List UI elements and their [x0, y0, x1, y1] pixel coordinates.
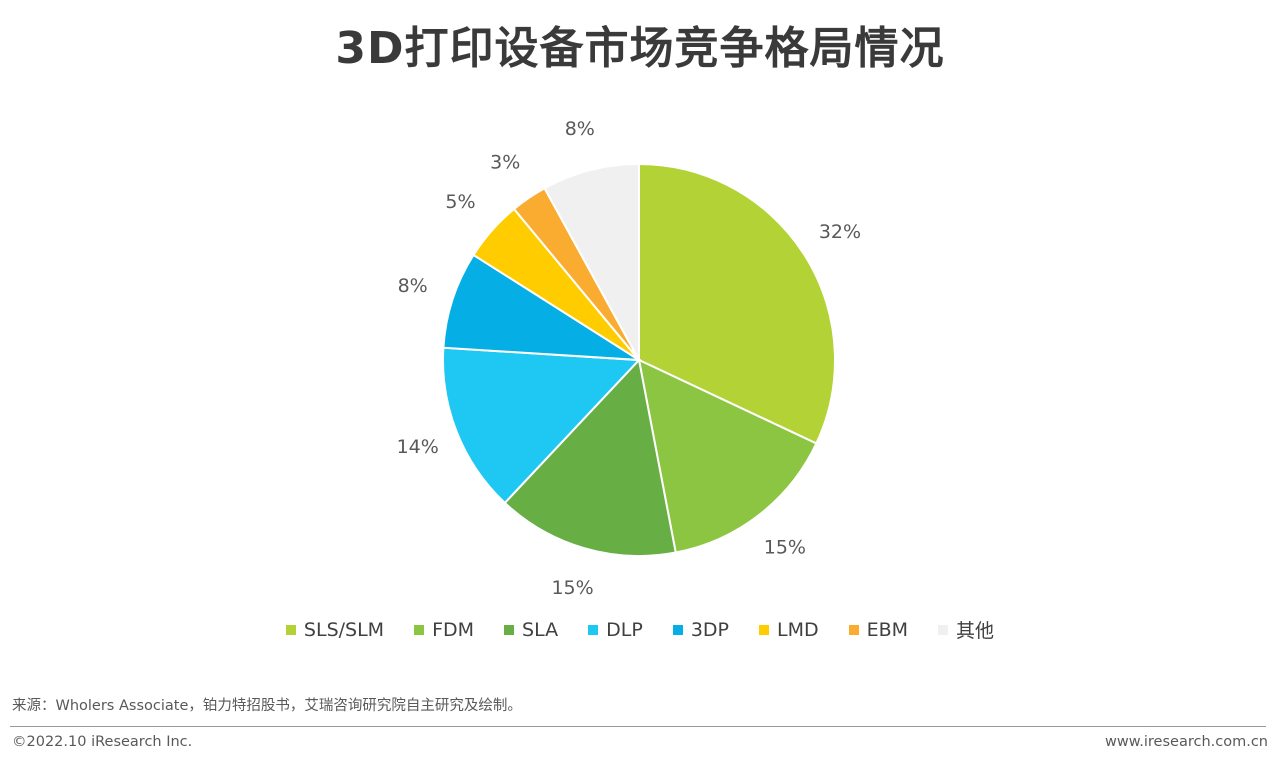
- slice-label-2: 15%: [551, 577, 593, 599]
- pie-slice-1: [637, 358, 818, 554]
- legend-item-4: 3DP: [672, 616, 729, 643]
- slice-label-5: 5%: [445, 191, 475, 213]
- legend-label: 其他: [956, 620, 995, 642]
- legend-swatch: [504, 624, 515, 635]
- legend-swatch: [938, 624, 949, 635]
- legend-label: EBM: [866, 618, 909, 641]
- pie-slice-4: [442, 253, 640, 361]
- legend-label: FDM: [432, 618, 475, 641]
- slice-label-1: 15%: [764, 537, 806, 559]
- pie-slice-0: [638, 162, 836, 445]
- legend-item-6: EBM: [848, 616, 909, 643]
- pie-slice-7: [543, 162, 640, 361]
- legend-label: SLA: [522, 618, 559, 641]
- slice-label-6: 3%: [490, 152, 520, 174]
- page-title: 3D打印设备市场竞争格局情况: [335, 23, 945, 74]
- footer-divider: [10, 726, 1266, 727]
- legend-swatch: [759, 624, 769, 635]
- legend-label: SLS/SLM: [303, 618, 385, 641]
- legend-swatch: [588, 624, 599, 635]
- legend-item-1: FDM: [414, 616, 474, 643]
- legend-swatch: [672, 624, 683, 635]
- copyright-text: ©2022.10 iResearch Inc.: [12, 734, 193, 750]
- pie-slice-2: [503, 357, 677, 557]
- legend-item-2: SLA: [504, 616, 558, 643]
- slice-label-0: 32%: [819, 221, 861, 243]
- legend-item-7: 其他: [938, 616, 994, 643]
- legend-label: LMD: [777, 618, 819, 641]
- slice-label-4: 8%: [398, 275, 428, 297]
- legend-item-5: LMD: [759, 616, 819, 643]
- pie-chart: 32% 15% 15% 14% 8% 5% 3% 8%: [397, 118, 861, 599]
- pie-slice-3: [442, 346, 642, 505]
- website-text: www.iresearch.com.cn: [1105, 734, 1268, 750]
- slice-label-3: 14%: [397, 436, 439, 458]
- legend-swatch: [285, 624, 296, 635]
- chart-legend: SLS/SLM FDM SLA DLP 3DP LMD EBM 其他: [0, 616, 1280, 643]
- legend-item-3: DLP: [588, 616, 643, 643]
- legend-label: DLP: [606, 618, 643, 641]
- legend-swatch: [414, 624, 425, 635]
- legend-swatch: [848, 624, 859, 635]
- source-note: 来源：Wholers Associate，铂力特招股书，艾瑞咨询研究院自主研究及…: [12, 698, 522, 714]
- legend-item-0: SLS/SLM: [285, 616, 385, 643]
- legend-label: 3DP: [690, 618, 729, 641]
- slice-label-7: 8%: [565, 118, 595, 140]
